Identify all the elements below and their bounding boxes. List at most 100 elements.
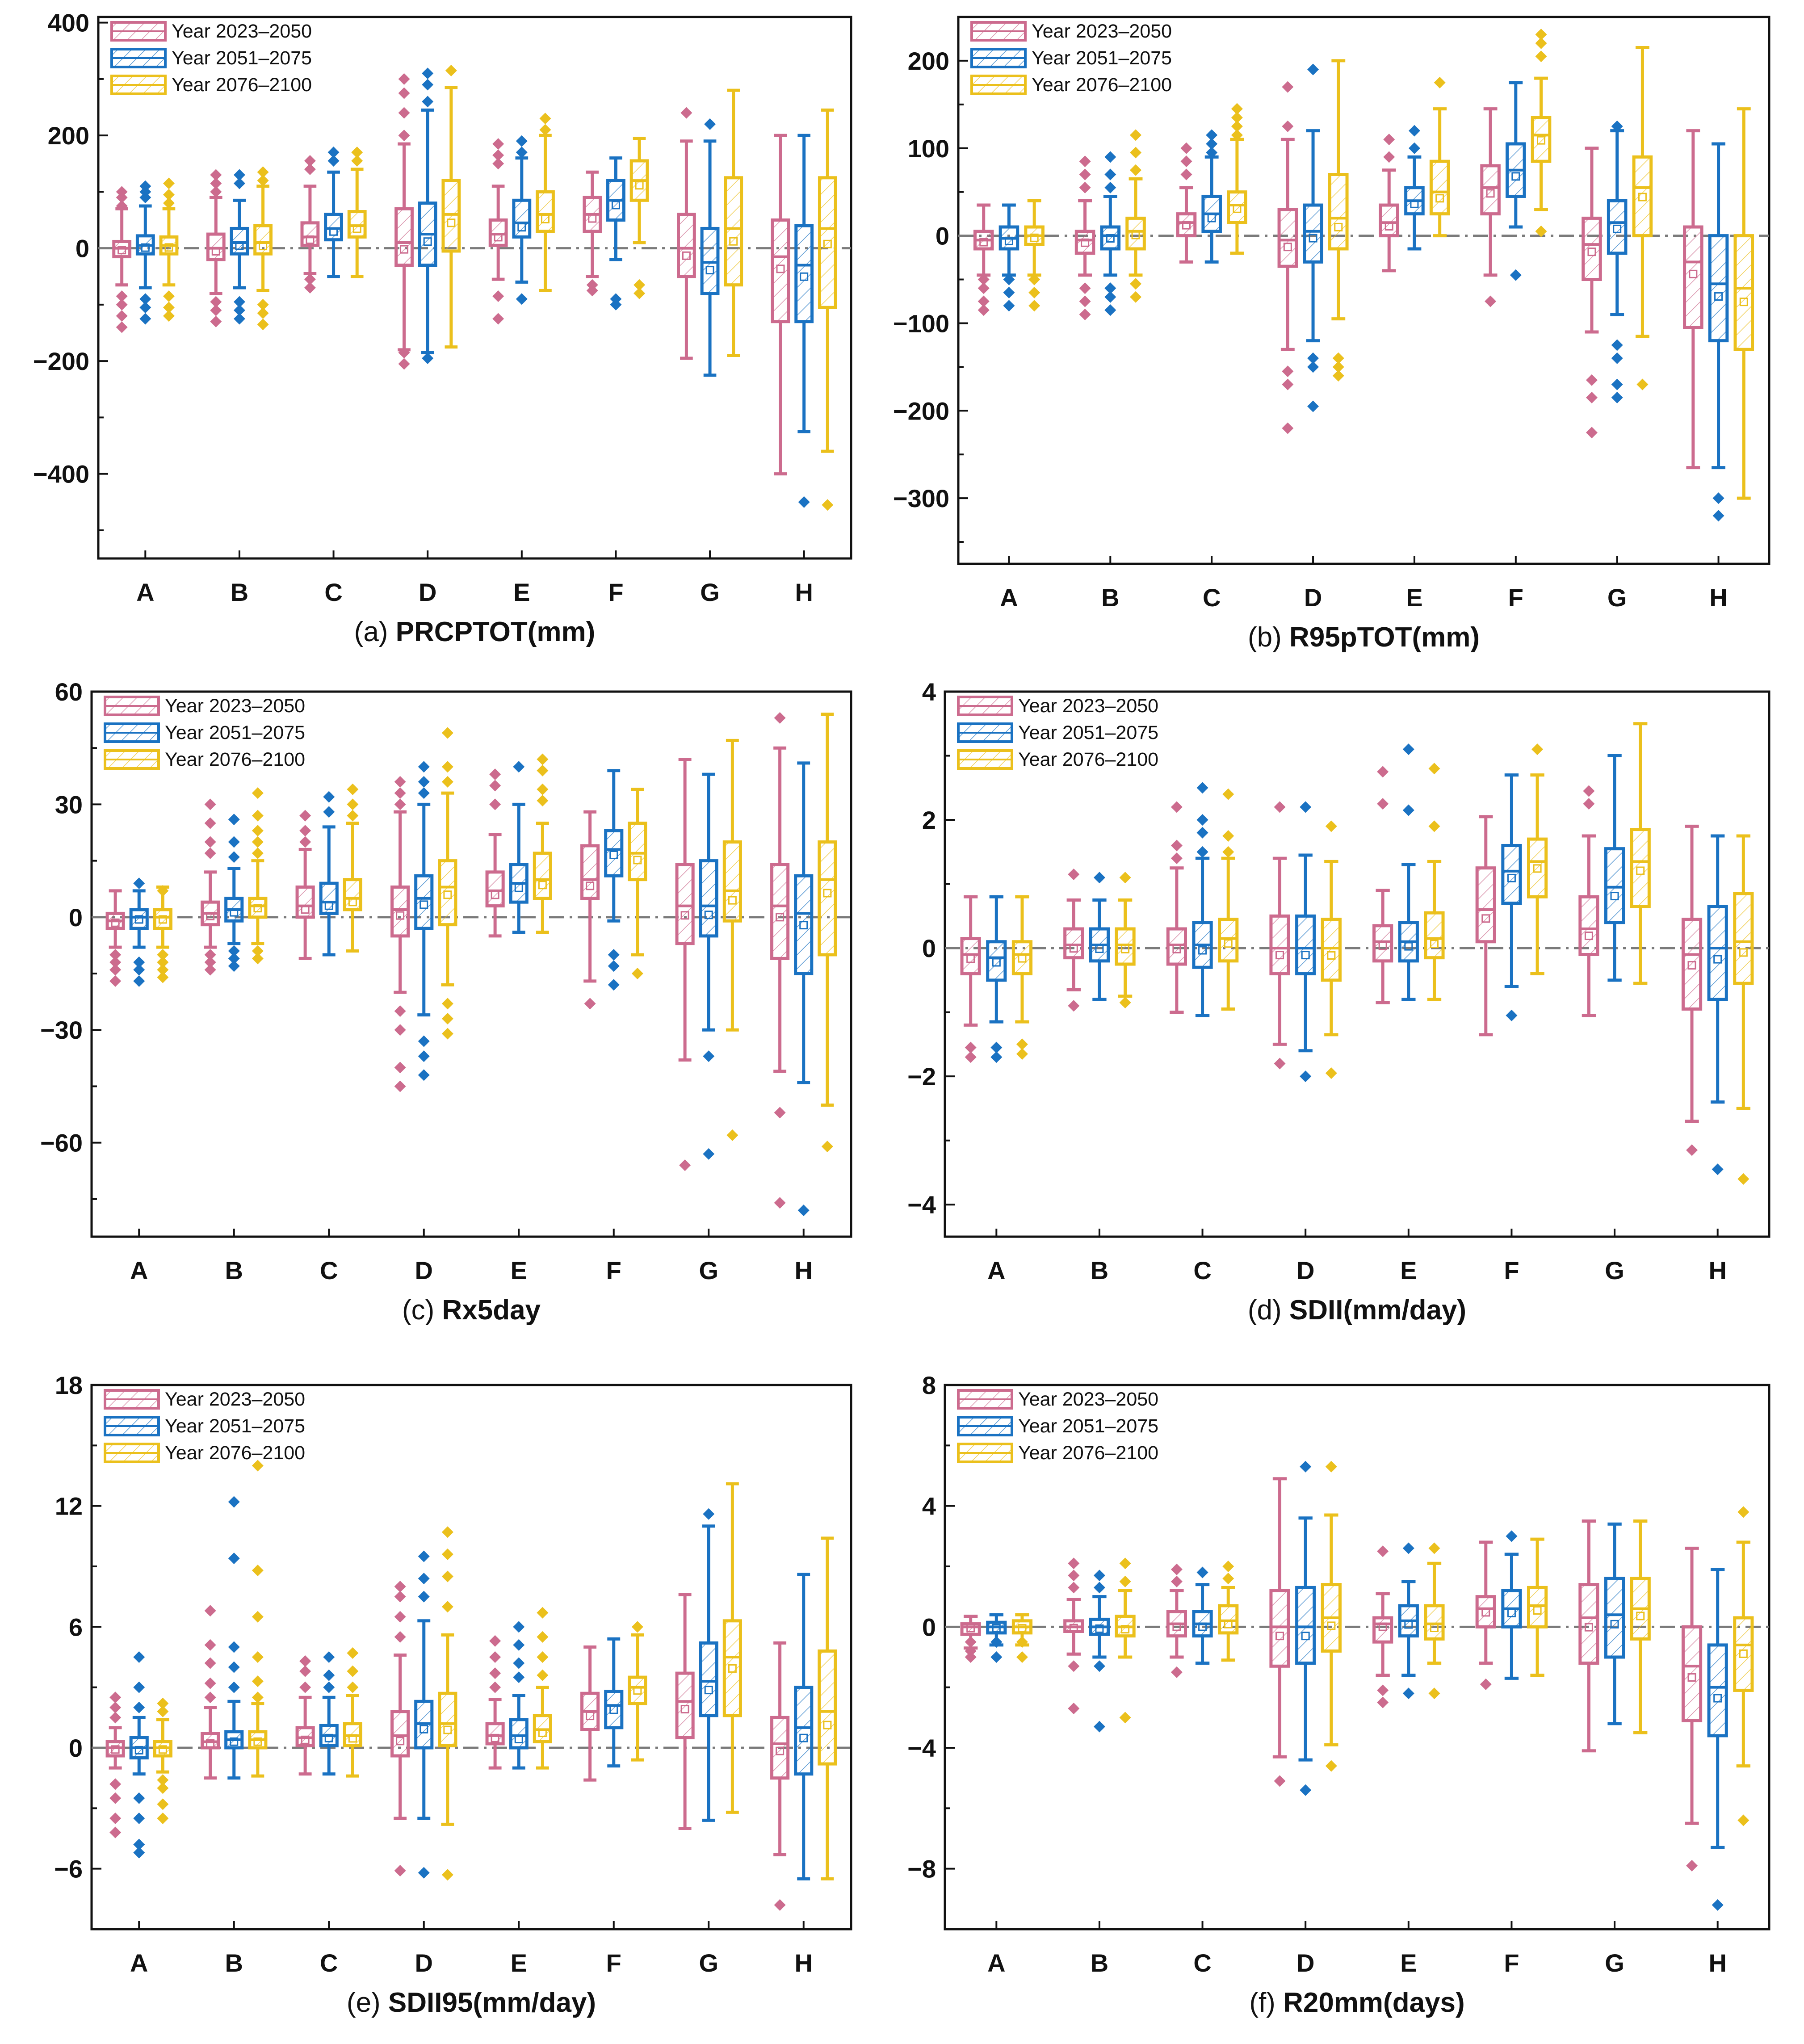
- mean-marker: [235, 241, 244, 250]
- mean-marker: [1224, 1620, 1233, 1628]
- y-tick-label: 4: [922, 1492, 936, 1520]
- box-A: [998, 203, 1019, 312]
- outlier-point: [394, 798, 406, 810]
- outlier-point: [418, 776, 430, 788]
- iqr-box: [1295, 914, 1316, 976]
- outlier-point: [679, 1159, 691, 1171]
- x-category-label: A: [987, 1949, 1005, 1977]
- outlier-point: [1104, 181, 1116, 193]
- box-H: [1707, 834, 1728, 1175]
- y-tick-label: 200: [908, 47, 949, 75]
- outlier-point: [1282, 81, 1294, 93]
- mean-marker: [1507, 1608, 1516, 1617]
- plot-frame: [944, 1384, 1770, 1931]
- outlier-point: [418, 1069, 430, 1081]
- outlier-point: [109, 1712, 122, 1724]
- outlier-point: [323, 1681, 335, 1693]
- outlier-point: [228, 1661, 240, 1673]
- outlier-point: [1712, 510, 1724, 522]
- box-B: [1074, 155, 1095, 320]
- outlier-point: [133, 964, 145, 976]
- mean-marker: [1713, 1694, 1722, 1703]
- outlier-point: [1586, 391, 1598, 403]
- outlier-point: [1003, 300, 1015, 312]
- outlier-point: [418, 1550, 430, 1562]
- outlier-point: [489, 768, 501, 781]
- outlier-point: [774, 1197, 786, 1209]
- panel-title: (c) Rx5day: [402, 1295, 541, 1326]
- outlier-point: [513, 1657, 525, 1669]
- outlier-point: [513, 1621, 525, 1633]
- iqr-box: [794, 1686, 814, 1776]
- outlier-point: [133, 877, 145, 890]
- series-2: [129, 1496, 814, 1880]
- iqr-box: [960, 937, 981, 976]
- outlier-point: [394, 1080, 406, 1092]
- outlier-point: [133, 1701, 145, 1713]
- outlier-point: [109, 1691, 122, 1704]
- outlier-point: [1079, 308, 1091, 320]
- box-E: [1398, 743, 1419, 1001]
- y-tick-label: 12: [55, 1492, 83, 1520]
- mean-marker: [823, 239, 832, 248]
- mean-marker: [301, 905, 310, 914]
- outlier-point: [157, 964, 169, 976]
- x-category-label: A: [987, 1256, 1005, 1284]
- outlier-point: [323, 791, 335, 803]
- legend-label-1: Year 2023–2050: [1018, 695, 1158, 717]
- outlier-point: [133, 1792, 145, 1804]
- mean-marker: [1430, 1623, 1439, 1632]
- mean-marker: [541, 214, 550, 223]
- outlier-point: [1079, 282, 1091, 294]
- outlier-point: [109, 949, 122, 961]
- mean-marker: [1533, 864, 1542, 873]
- series-1: [105, 712, 790, 1209]
- outlier-point: [210, 169, 222, 181]
- iqr-box: [1328, 173, 1349, 251]
- outlier-point: [489, 780, 501, 792]
- mean-marker: [1301, 951, 1310, 960]
- panel-title-prefix: (c): [402, 1295, 442, 1326]
- outlier-point: [978, 273, 990, 285]
- x-category-label: B: [1091, 1256, 1108, 1284]
- outlier-point: [1402, 743, 1414, 755]
- mean-marker: [329, 227, 338, 236]
- outlier-point: [1171, 852, 1183, 865]
- mean-marker: [348, 1734, 357, 1743]
- outlier-point: [228, 814, 240, 826]
- outlier-point: [774, 1899, 786, 1911]
- mean-marker: [1018, 954, 1027, 963]
- outlier-point: [1231, 112, 1243, 124]
- box-B: [1125, 129, 1146, 303]
- outlier-point: [394, 787, 406, 799]
- outlier-point: [133, 1681, 145, 1693]
- mean-marker: [1327, 1621, 1336, 1630]
- outlier-point: [252, 1691, 264, 1704]
- outlier-point: [1180, 142, 1192, 154]
- box-B: [224, 1496, 244, 1780]
- box-D: [418, 67, 437, 364]
- outlier-point: [323, 1651, 335, 1663]
- outlier-point: [157, 1697, 169, 1709]
- mean-marker: [1739, 298, 1748, 306]
- mean-marker: [1378, 1622, 1387, 1631]
- outlier-point: [109, 1812, 122, 1824]
- iqr-box: [699, 859, 718, 938]
- panel-title-prefix: (d): [1248, 1295, 1289, 1326]
- outlier-point: [584, 998, 596, 1010]
- box-C: [343, 783, 362, 953]
- outlier-point: [1093, 1660, 1105, 1672]
- outlier-point: [228, 836, 240, 848]
- outlier-point: [210, 177, 222, 189]
- mean-marker: [206, 1739, 215, 1748]
- outlier-point: [1586, 374, 1598, 386]
- outlier-point: [1180, 155, 1192, 168]
- box-F: [606, 156, 625, 311]
- mean-marker: [538, 881, 547, 890]
- mean-marker: [301, 1735, 310, 1744]
- outlier-point: [418, 1573, 430, 1585]
- box-G: [1604, 1522, 1625, 1725]
- mean-marker: [680, 911, 689, 920]
- outlier-point: [1104, 282, 1116, 294]
